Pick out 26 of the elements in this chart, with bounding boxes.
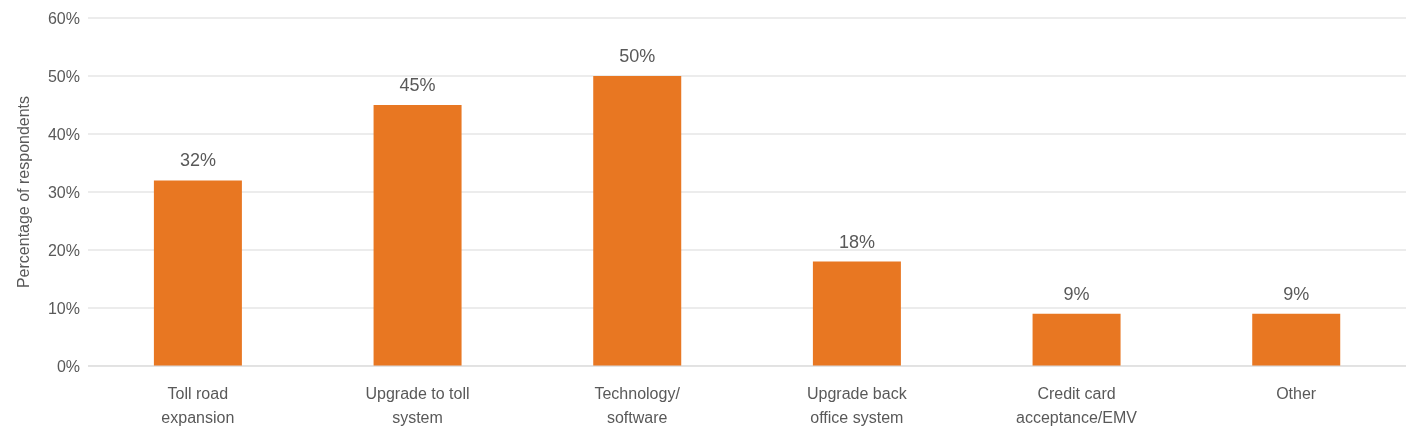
x-tick-label: Credit card acceptance/EMV <box>1016 385 1138 427</box>
bar <box>1032 313 1121 366</box>
y-tick-label: 20% <box>47 241 80 259</box>
x-tick-label: Other <box>1276 385 1317 403</box>
y-axis-title: Percentage of respondents <box>14 95 32 289</box>
bar <box>373 105 462 366</box>
x-tick-label: Upgrade to toll system <box>365 385 470 427</box>
bar <box>812 261 901 366</box>
data-label: 9% <box>1063 283 1090 304</box>
x-tick-label: Technology/ software <box>594 385 681 427</box>
y-tick-label: 40% <box>47 125 80 143</box>
y-tick-label: 10% <box>47 299 80 317</box>
data-label: 18% <box>838 231 875 252</box>
bar <box>153 180 242 366</box>
y-tick-label: 0% <box>56 357 80 375</box>
data-label: 50% <box>619 46 656 66</box>
x-tick-label: Upgrade back office system <box>807 385 908 427</box>
y-tick-label: 50% <box>47 67 80 85</box>
data-label: 9% <box>1283 283 1310 304</box>
bar <box>593 76 682 366</box>
y-tick-label: 60% <box>47 9 80 27</box>
y-tick-label: 30% <box>47 183 80 201</box>
bar <box>1252 313 1341 366</box>
x-tick-label: Toll road expansion <box>161 385 235 427</box>
data-label: 32% <box>179 150 216 171</box>
data-label: 45% <box>399 75 436 95</box>
